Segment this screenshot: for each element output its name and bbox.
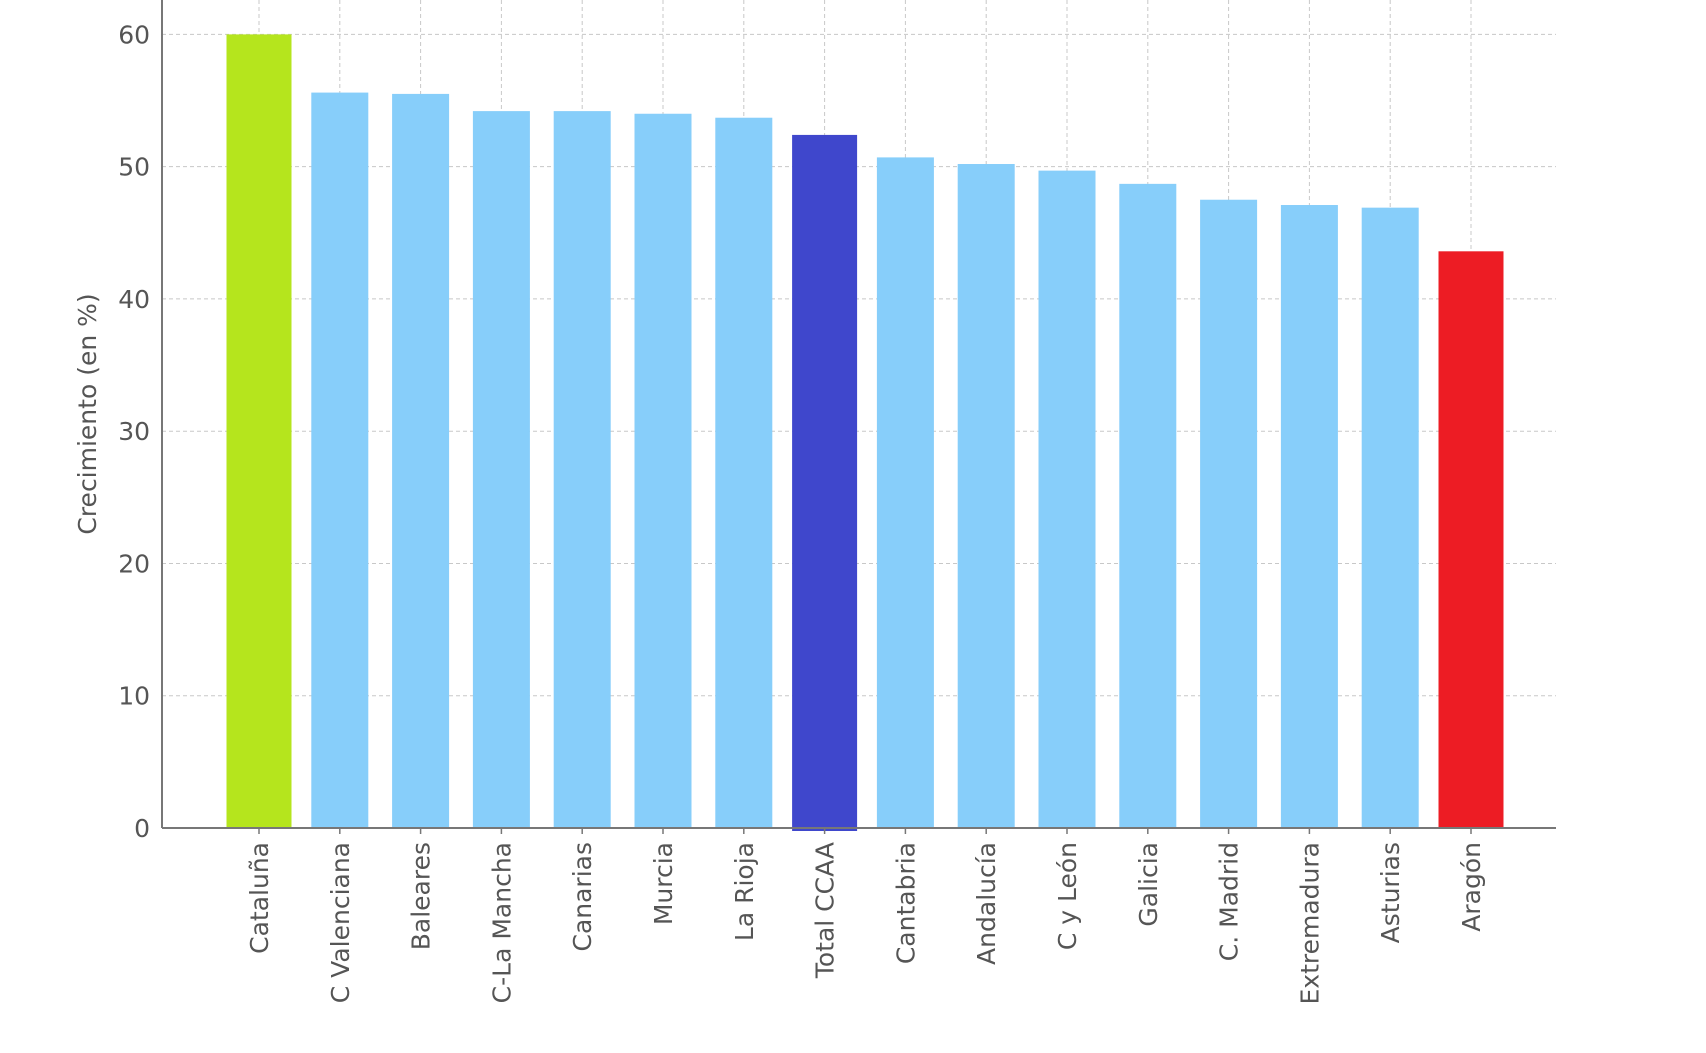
y-axis-label: Crecimiento (en %) xyxy=(73,293,102,534)
bar-extremadura xyxy=(1280,205,1338,828)
x-tick-label: C. Madrid xyxy=(1215,842,1244,961)
x-tick-label: Extremadura xyxy=(1295,842,1324,1005)
x-tick-label: Asturias xyxy=(1376,842,1405,943)
y-tick-label: 40 xyxy=(118,285,150,314)
bar-andaluc-a xyxy=(957,164,1015,828)
bar-c-la-mancha xyxy=(472,111,530,829)
x-tick-label: C y León xyxy=(1053,842,1082,950)
y-tick-label: 10 xyxy=(118,682,150,711)
y-tick-label: 20 xyxy=(118,549,150,578)
x-tick-label: Andalucía xyxy=(972,842,1001,965)
bar-canarias xyxy=(553,111,611,829)
bar-asturias xyxy=(1361,207,1419,828)
y-tick-label: 0 xyxy=(134,814,150,843)
y-tick-label: 50 xyxy=(118,153,150,182)
x-tick-label: Murcia xyxy=(649,842,678,925)
bar-c-valenciana xyxy=(311,92,369,828)
bar-c-y-le-n xyxy=(1038,170,1096,828)
y-tick-label: 60 xyxy=(118,20,150,49)
y-tick-label: 30 xyxy=(118,417,150,446)
bar-cantabria xyxy=(876,157,934,829)
x-tick-label: Cantabria xyxy=(891,842,920,964)
x-tick-label: Baleares xyxy=(407,842,436,950)
bar-la-rioja xyxy=(715,117,773,828)
bar-arag-n xyxy=(1438,251,1504,828)
bar-murcia xyxy=(634,113,692,829)
x-tick-label: Total CCAA xyxy=(811,842,840,979)
x-tick-label: C Valenciana xyxy=(326,842,355,1003)
x-tick-label: C-La Mancha xyxy=(487,842,516,1003)
bar-total-ccaa xyxy=(792,134,858,831)
bar-galicia xyxy=(1119,183,1177,829)
x-tick-label: Aragón xyxy=(1457,842,1486,932)
x-tick-label: Canarias xyxy=(568,842,597,952)
x-tick-label: La Rioja xyxy=(730,842,759,941)
x-tick-label: Cataluña xyxy=(245,842,274,954)
bar-baleares xyxy=(392,93,450,829)
x-tick-label: Galicia xyxy=(1134,842,1163,927)
bar-c-madrid xyxy=(1200,199,1258,829)
bar-catalu-a xyxy=(226,34,292,829)
